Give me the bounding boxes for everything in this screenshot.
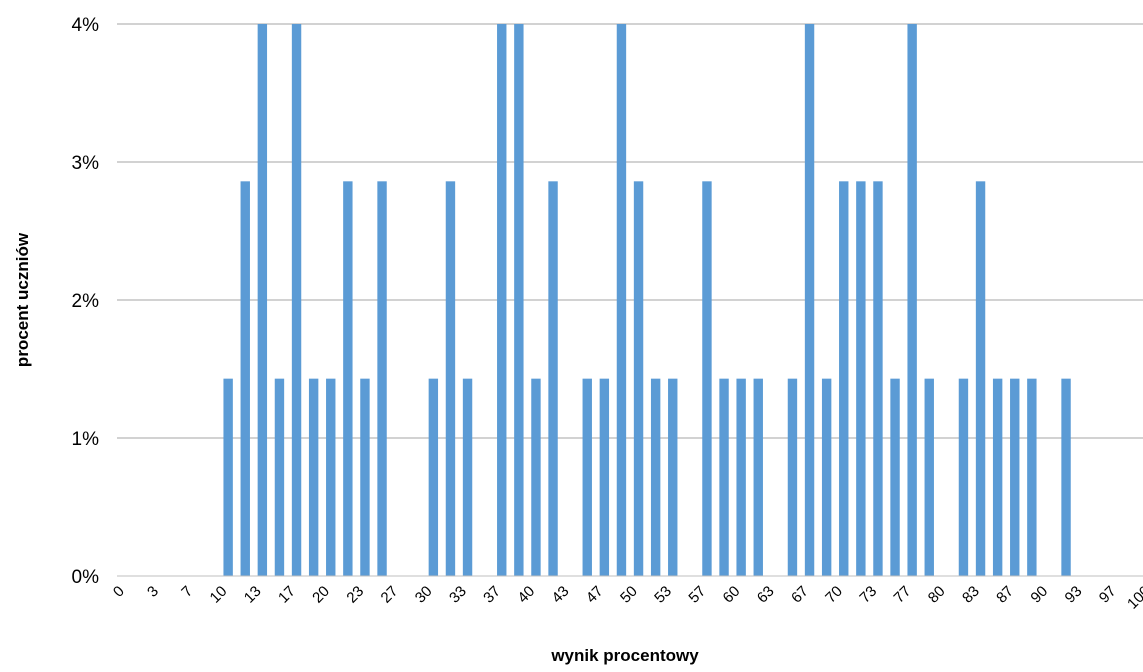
x-tick-label: 47 — [583, 583, 607, 607]
bar — [821, 378, 832, 576]
x-tick-label: 17 — [275, 583, 299, 607]
y-tick-label: 3% — [72, 153, 100, 174]
x-tick-label: 73 — [856, 583, 880, 607]
x-tick-label: 27 — [378, 583, 402, 607]
x-tick-label: 57 — [685, 583, 709, 607]
x-tick-label: 53 — [651, 583, 675, 607]
x-tick-label: 100 — [1124, 583, 1143, 613]
gridlines — [117, 23, 1143, 577]
bar — [360, 378, 370, 576]
bar — [736, 378, 746, 576]
bar — [240, 181, 250, 576]
y-tick-label: 2% — [72, 291, 100, 312]
bar — [975, 181, 986, 576]
bar — [668, 378, 678, 576]
bar — [924, 378, 934, 576]
bar — [992, 378, 1003, 576]
bar — [497, 24, 507, 576]
x-tick-label: 30 — [412, 583, 436, 607]
y-axis-ticks: 0% 1% 2% 3% 4% — [72, 15, 100, 588]
x-tick-label: 80 — [925, 583, 949, 607]
y-axis-title: procent uczniów — [13, 232, 32, 367]
bar — [343, 181, 353, 576]
bar — [445, 181, 456, 576]
bar — [428, 378, 439, 576]
bar — [650, 378, 661, 576]
bar — [462, 378, 473, 576]
bar — [291, 24, 302, 576]
x-axis-ticks: 0 3 7 10 13 17 20 23 27 30 33 37 40 43 47 50 53 57 60 63 67 7… — [110, 583, 1143, 613]
bar — [1010, 378, 1020, 576]
x-axis-title: wynik procentowy — [550, 646, 699, 665]
x-tick-label: 37 — [480, 583, 504, 607]
bar — [702, 181, 712, 576]
bar — [890, 378, 900, 576]
x-tick-label: 90 — [1027, 583, 1051, 607]
bar — [873, 181, 883, 576]
y-tick-label: 4% — [72, 15, 100, 36]
bar — [257, 24, 268, 576]
bar — [804, 24, 815, 576]
x-tick-label: 23 — [343, 583, 367, 607]
bar — [787, 378, 798, 576]
bar — [633, 181, 644, 576]
x-tick-label: 93 — [1062, 583, 1086, 607]
bar — [308, 378, 319, 576]
x-tick-label: 7 — [178, 583, 196, 601]
bar — [223, 378, 233, 576]
bar — [616, 24, 627, 576]
bar — [582, 378, 592, 576]
bars — [223, 24, 1071, 576]
y-tick-label: 0% — [72, 567, 100, 588]
x-tick-label: 77 — [891, 583, 915, 607]
y-tick-label: 1% — [72, 429, 100, 450]
bar — [856, 181, 866, 576]
bar — [548, 181, 558, 576]
bar — [377, 181, 387, 576]
bar — [274, 378, 285, 576]
x-tick-label: 0 — [110, 583, 128, 601]
bar — [839, 181, 849, 576]
x-tick-label: 87 — [993, 583, 1017, 607]
x-tick-label: 33 — [446, 583, 470, 607]
x-tick-label: 3 — [144, 583, 162, 601]
x-tick-label: 97 — [1096, 583, 1120, 607]
x-tick-label: 43 — [549, 583, 573, 607]
x-tick-label: 13 — [241, 583, 265, 607]
bar — [958, 378, 969, 576]
x-tick-label: 83 — [959, 583, 983, 607]
x-tick-label: 60 — [720, 583, 744, 607]
bar — [1061, 378, 1071, 576]
x-tick-label: 10 — [207, 583, 231, 607]
bar — [753, 378, 763, 576]
bar — [514, 24, 524, 576]
x-tick-label: 67 — [788, 583, 812, 607]
bar — [1027, 378, 1037, 576]
bar — [907, 24, 917, 576]
x-tick-label: 70 — [822, 583, 846, 607]
x-tick-label: 20 — [309, 583, 333, 607]
x-tick-label: 50 — [617, 583, 641, 607]
x-tick-label: 40 — [514, 583, 538, 607]
bar — [599, 378, 610, 576]
x-tick-label: 63 — [754, 583, 778, 607]
bar — [719, 378, 729, 576]
bar — [326, 378, 336, 576]
bar — [531, 378, 541, 576]
